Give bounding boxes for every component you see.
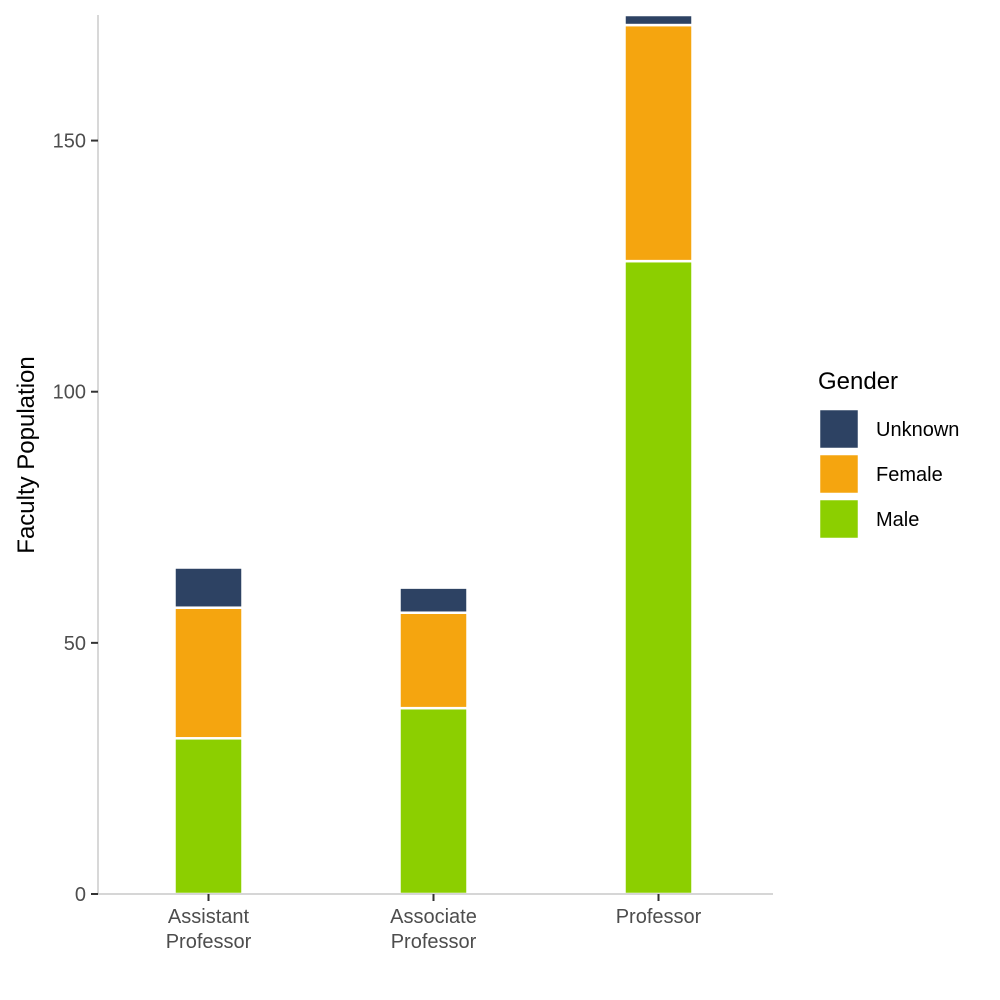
bar-associate-professor-male <box>398 706 469 896</box>
legend-label-unknown: Unknown <box>876 419 959 441</box>
legend: Gender Unknown Female Male <box>817 368 959 541</box>
legend-label-male: Male <box>876 509 919 531</box>
bar-assistant-professor-female <box>173 606 244 740</box>
bar-associate-professor-unknown <box>398 586 469 614</box>
bar-assistant-professor-male <box>173 737 244 896</box>
legend-title: Gender <box>818 368 898 395</box>
x-tick-label-associate-professor: Associate Professor <box>390 906 477 953</box>
legend-key-unknown <box>817 407 861 451</box>
bar-professor-unknown <box>623 13 694 27</box>
bars-layer <box>173 13 694 896</box>
bar-assistant-professor-unknown <box>173 566 244 609</box>
axes-layer: 0 50 100 150 Assistant Professor Associate Prof… <box>53 15 773 953</box>
legend-key-male <box>817 497 861 541</box>
y-tick-label-100: 100 <box>53 382 86 404</box>
y-tick-label-0: 0 <box>75 884 86 906</box>
bar-professor-male <box>623 259 694 896</box>
x-tick-label-assistant-professor: Assistant Professor <box>166 906 252 953</box>
bar-professor-female <box>623 23 694 263</box>
legend-label-female: Female <box>876 464 943 486</box>
y-tick-label-50: 50 <box>64 633 86 655</box>
y-axis-title: Faculty Population <box>13 356 40 553</box>
x-tick-label-professor: Professor <box>616 906 702 928</box>
bar-associate-professor-female <box>398 611 469 710</box>
y-tick-label-150: 150 <box>53 131 86 153</box>
legend-key-female <box>817 452 861 496</box>
